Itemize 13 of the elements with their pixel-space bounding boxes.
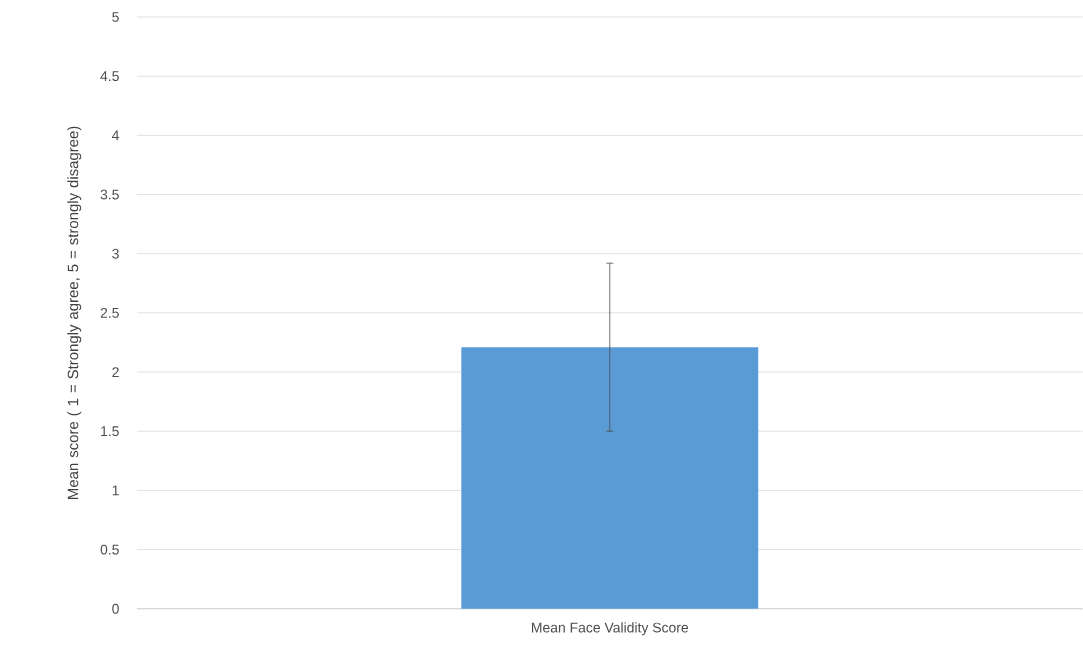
y-tick-label: 4.5: [100, 71, 119, 82]
y-tick-label: 1.5: [101, 426, 119, 437]
y-tick-label: 2.5: [100, 308, 119, 318]
y-tick-label: 4: [111, 130, 120, 141]
y-tick-label: 3: [112, 248, 119, 259]
y-tick-label: 3.5: [100, 189, 119, 200]
y-tick-label: 2: [112, 367, 119, 378]
y-tick-label: 0: [112, 603, 119, 614]
y-tick-label: 0.5: [100, 544, 119, 555]
y-axis-title: Mean score ( 1 = Strongly agree, 5 = strongly disagree): [67, 126, 82, 500]
y-tick-label: 5: [112, 12, 119, 22]
y-tick-label: 1: [112, 485, 119, 496]
x-tick-label: Mean Face Validity Score: [532, 622, 689, 636]
